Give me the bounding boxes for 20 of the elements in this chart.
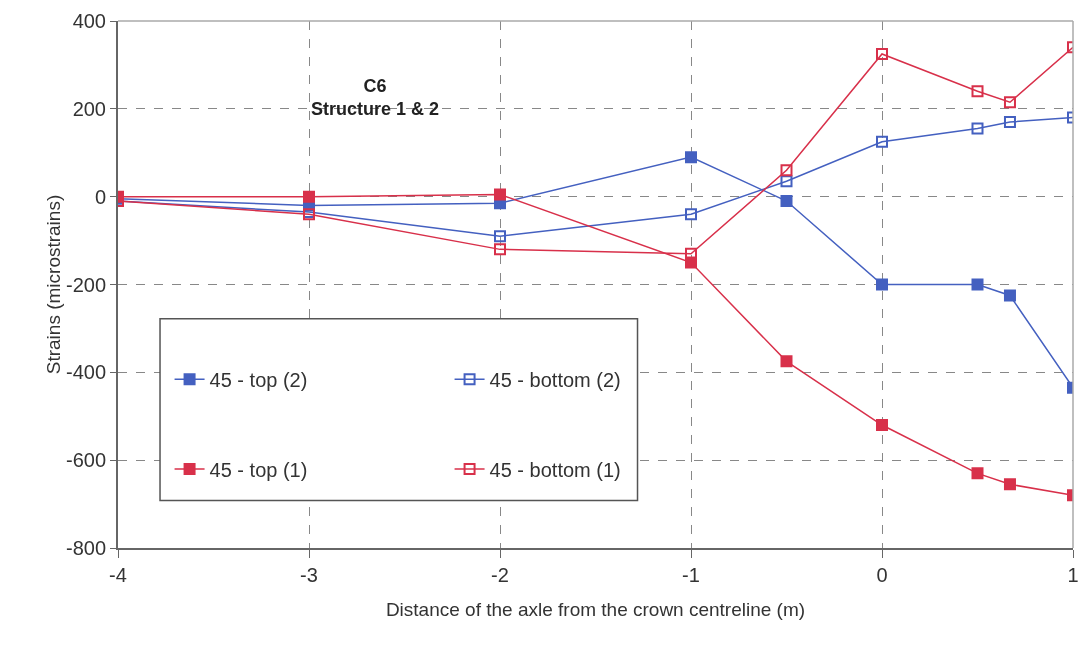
y-axis-title: Strains (microstrains) [42, 194, 64, 375]
annotation: C6 Structure 1 & 2 [311, 76, 440, 120]
y-tick-label: -600 [65, 449, 106, 472]
x-axis-title: Distance of the axle from the crown centreline (m) [385, 599, 806, 620]
y-tick-label: 200 [72, 97, 106, 120]
legend-label: 45 - bottom (1) [489, 458, 621, 481]
x-tick-label: -4 [109, 564, 127, 586]
x-tick-label: 0 [876, 564, 888, 586]
legend-label: 45 - top (2) [209, 369, 308, 392]
x-tick-label: -3 [300, 564, 318, 586]
y-tick-label: -800 [65, 537, 106, 559]
y-tick-label: -400 [65, 361, 106, 384]
y-tick-label: -200 [65, 273, 106, 296]
x-tick-label: 1 [1067, 564, 1079, 586]
y-tick-label: 400 [72, 10, 106, 32]
legend-label: 45 - top (1) [209, 458, 308, 481]
legend-label: 45 - bottom (2) [489, 369, 621, 392]
x-tick-label: -1 [682, 564, 700, 586]
x-tick-label: -2 [491, 564, 509, 586]
y-tick-label: 0 [94, 185, 106, 208]
